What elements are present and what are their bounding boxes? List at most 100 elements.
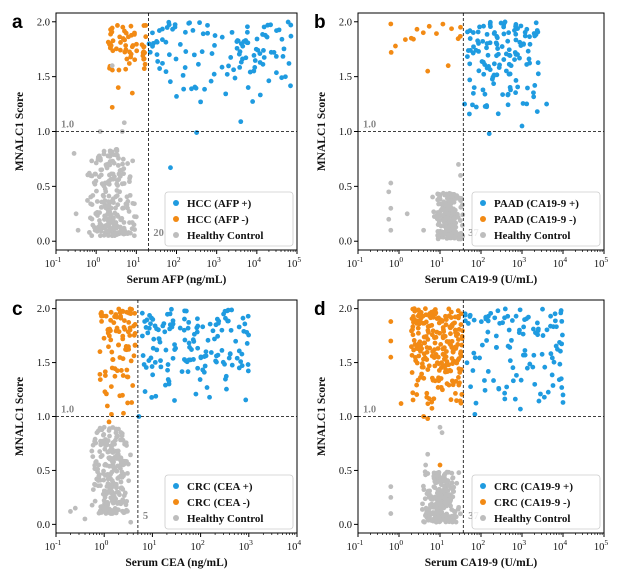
point-positive bbox=[518, 43, 524, 48]
point-positive bbox=[245, 362, 251, 367]
point-negative bbox=[106, 419, 112, 425]
point-positive bbox=[522, 348, 528, 353]
point-positive bbox=[238, 41, 244, 47]
y-tick-label: 0.0 bbox=[339, 520, 352, 531]
point-negative bbox=[458, 311, 464, 317]
point-negative bbox=[416, 353, 422, 359]
point-negative bbox=[444, 339, 450, 344]
point-healthy bbox=[110, 196, 116, 202]
point-negative bbox=[109, 365, 115, 371]
point-positive bbox=[261, 55, 267, 60]
point-positive bbox=[214, 353, 219, 359]
point-negative bbox=[127, 49, 132, 55]
x-tick-label: 101 bbox=[430, 538, 445, 553]
point-negative bbox=[409, 370, 415, 375]
point-healthy bbox=[437, 492, 443, 497]
point-negative bbox=[105, 39, 111, 45]
point-positive bbox=[558, 376, 564, 382]
legend-entry: CRC (CEA -) bbox=[187, 497, 250, 509]
point-healthy bbox=[108, 488, 114, 494]
point-positive bbox=[198, 99, 204, 105]
x-tick-label: 102 bbox=[190, 538, 205, 553]
point-negative bbox=[440, 325, 446, 330]
panel-letter: a bbox=[12, 12, 23, 33]
point-negative bbox=[452, 320, 457, 326]
point-healthy bbox=[101, 424, 107, 430]
point-healthy bbox=[109, 171, 114, 177]
point-positive bbox=[239, 363, 245, 369]
point-positive bbox=[491, 378, 496, 383]
point-positive bbox=[184, 359, 190, 365]
point-negative bbox=[414, 360, 420, 366]
point-positive bbox=[147, 49, 153, 55]
point-positive bbox=[223, 91, 229, 97]
point-healthy bbox=[129, 226, 135, 232]
point-positive bbox=[165, 367, 170, 373]
point-negative bbox=[444, 381, 450, 387]
point-positive bbox=[522, 29, 528, 35]
point-healthy bbox=[423, 505, 429, 511]
point-positive bbox=[560, 332, 565, 338]
point-healthy bbox=[98, 167, 104, 173]
point-positive bbox=[150, 317, 156, 322]
point-positive bbox=[471, 350, 477, 356]
point-healthy bbox=[430, 496, 436, 502]
point-healthy bbox=[111, 467, 117, 473]
point-healthy bbox=[452, 215, 457, 220]
point-healthy bbox=[131, 233, 137, 239]
point-negative bbox=[448, 397, 454, 403]
y-tick-label: 1.5 bbox=[339, 72, 352, 83]
point-healthy bbox=[433, 480, 439, 486]
legend: PAAD (CA19-9 +) PAAD (CA19-9 -) Healthy Co… bbox=[471, 191, 601, 247]
point-healthy bbox=[434, 508, 440, 514]
panel-letter: d bbox=[314, 299, 326, 320]
point-healthy bbox=[90, 487, 96, 493]
legend-marker-healthy bbox=[173, 515, 179, 521]
legend: CRC (CEA +) CRC (CEA -) Healthy Control bbox=[164, 474, 294, 530]
y-tick-label: 0.0 bbox=[37, 237, 50, 248]
point-healthy bbox=[422, 513, 428, 518]
point-positive bbox=[492, 30, 497, 35]
point-positive bbox=[150, 43, 155, 49]
point-healthy bbox=[124, 459, 129, 464]
point-positive bbox=[229, 362, 235, 368]
point-negative bbox=[423, 319, 429, 325]
point-positive bbox=[245, 368, 251, 374]
point-positive bbox=[512, 27, 517, 33]
y-tick-label: 2.0 bbox=[37, 17, 50, 28]
point-negative bbox=[425, 416, 431, 422]
point-positive bbox=[486, 64, 491, 69]
point-negative bbox=[114, 46, 119, 52]
point-positive bbox=[470, 368, 476, 373]
point-positive bbox=[527, 34, 532, 40]
point-negative bbox=[108, 43, 114, 48]
point-negative bbox=[430, 377, 436, 383]
point-negative bbox=[449, 323, 455, 329]
point-positive bbox=[527, 41, 533, 47]
point-positive bbox=[156, 28, 162, 33]
point-positive bbox=[517, 327, 522, 333]
y-tick-label: 0.5 bbox=[339, 182, 352, 193]
point-positive bbox=[482, 378, 487, 383]
point-positive bbox=[462, 311, 468, 317]
point-negative bbox=[118, 40, 123, 45]
y-threshold-label: 1.0 bbox=[61, 120, 74, 131]
point-positive bbox=[155, 327, 161, 333]
point-negative bbox=[122, 318, 127, 323]
point-positive bbox=[501, 57, 507, 62]
point-positive bbox=[146, 41, 152, 47]
point-healthy bbox=[112, 210, 118, 216]
point-healthy bbox=[105, 179, 111, 185]
point-positive bbox=[484, 31, 490, 37]
x-tick-label: 101 bbox=[430, 255, 445, 270]
x-threshold-label: 20 bbox=[153, 228, 164, 239]
point-positive bbox=[160, 323, 166, 329]
point-positive bbox=[281, 46, 287, 52]
point-healthy bbox=[434, 519, 440, 524]
point-positive bbox=[513, 313, 519, 319]
point-negative bbox=[446, 313, 452, 319]
point-positive bbox=[535, 71, 541, 77]
point-negative bbox=[420, 30, 426, 36]
point-positive bbox=[147, 313, 152, 318]
point-healthy bbox=[430, 194, 435, 200]
